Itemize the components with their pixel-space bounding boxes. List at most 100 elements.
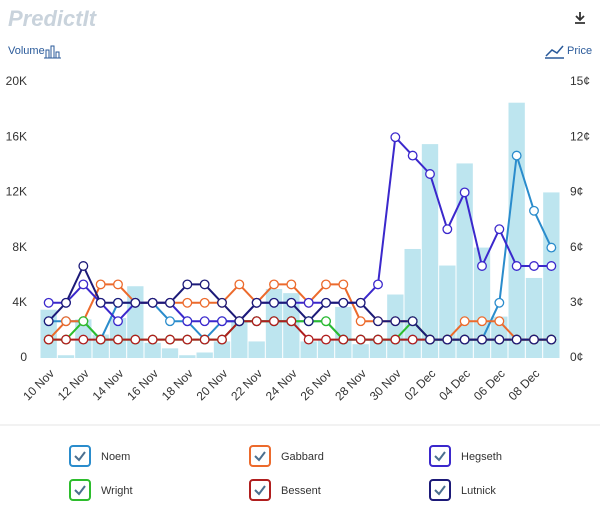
price-point [147,334,158,345]
price-point [459,334,470,345]
price-point [529,261,539,271]
price-point [494,334,505,345]
price-point [269,279,279,290]
price-point [182,316,193,327]
volume-bar [369,340,387,358]
volume-bar [300,341,317,358]
price-point [130,297,141,308]
volume-bar [213,341,231,358]
price-point [546,261,557,271]
price-point [217,334,227,345]
price-point [321,279,331,290]
price-point [511,261,522,271]
price-point [43,297,54,308]
price-point [303,334,314,345]
price-point [511,334,522,345]
x-tick-label: 06 Dec [471,366,508,403]
legend-checkbox[interactable] [429,445,451,467]
price-point [511,150,522,161]
y2-tick-label: 6¢ [570,240,583,254]
y-tick-label: 16K [6,129,27,143]
price-point [269,316,279,327]
legend-item[interactable]: Wright [69,479,133,501]
legend-item[interactable]: Noem [69,445,130,467]
legend-label: Bessent [281,485,321,497]
check-mark [434,451,446,462]
y2-tick-label: 9¢ [570,185,583,199]
price-point [199,316,210,327]
price-point [234,279,245,290]
price-point [546,334,557,345]
download-button[interactable] [575,12,585,24]
price-point [286,279,297,290]
price-point [425,334,435,345]
y2-tick-label: 15¢ [570,74,590,88]
price-point [234,316,245,327]
price-point [182,297,193,308]
volume-bar [57,355,75,358]
legend-checkbox[interactable] [249,479,271,501]
check-mark [254,485,266,496]
y-tick-label: 12K [6,185,27,199]
price-point [78,334,89,345]
price-point [43,334,54,345]
x-tick-label: 24 Nov [263,366,300,403]
price-point [95,279,106,290]
y-tick-label: 0 [20,350,27,364]
legend-checkbox[interactable] [69,479,91,501]
price-point [407,334,418,345]
legend-item[interactable]: Hegseth [429,445,502,467]
price-point [338,297,349,308]
legend-item[interactable]: Bessent [249,479,321,501]
price-point [529,334,539,345]
check-mark [254,451,266,462]
volume-bar [161,348,179,358]
price-point [130,334,141,345]
price-point [251,297,262,308]
x-tick-label: 14 Nov [90,366,127,403]
price-point [355,297,366,308]
volume-bar [404,248,421,358]
price-point [61,297,71,308]
volume-bar [179,355,196,358]
legend-checkbox[interactable] [69,445,91,467]
price-point [407,316,418,327]
price-point [78,261,89,271]
y2-tick-label: 0¢ [570,350,583,364]
price-point [113,279,123,290]
check-mark [434,485,446,496]
price-point [459,316,470,327]
price-point [43,316,54,327]
price-point [78,316,89,327]
price-point [61,316,71,327]
price-point [199,297,210,308]
legend-checkbox[interactable] [249,445,271,467]
x-tick-label: 08 Dec [506,366,543,403]
price-point [303,316,314,327]
volume-bar [387,294,404,358]
price-point [373,334,383,345]
volume-bar [352,344,369,358]
price-point [95,334,106,345]
price-point [303,297,314,308]
x-tick-label: 22 Nov [228,366,265,403]
price-point [321,316,331,327]
price-point [113,297,123,308]
price-point [286,297,297,308]
price-point [442,334,453,345]
volume-bar [508,102,525,358]
download-icon [575,12,585,24]
y2-tick-label: 3¢ [570,295,583,309]
price-point [286,316,297,327]
x-tick-label: 12 Nov [55,366,92,403]
price-point [182,334,193,345]
price-point [338,334,349,345]
legend-checkbox[interactable] [429,479,451,501]
legend-item[interactable]: Lutnick [429,479,496,501]
check-mark [74,451,86,462]
legend-item[interactable]: Gabbard [249,445,324,467]
price-point [147,297,158,308]
price-point [95,297,106,308]
price-point [321,297,331,308]
volume-bar [525,277,543,358]
